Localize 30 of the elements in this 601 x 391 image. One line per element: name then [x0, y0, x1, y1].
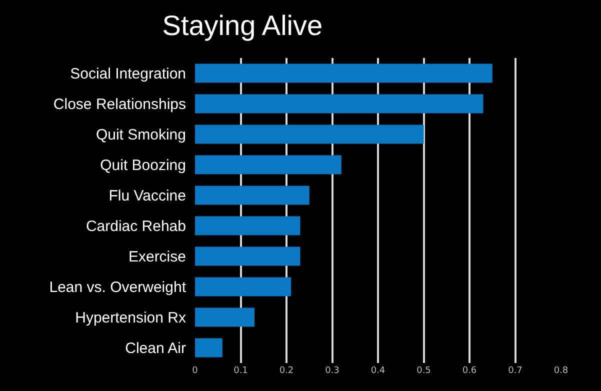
x-tick-label: 0.7 [508, 366, 522, 376]
y-tick-label: Social Integration [70, 66, 186, 82]
bar [195, 308, 254, 327]
y-tick-label: Close Relationships [53, 96, 186, 113]
y-tick-label: Flu Vaccine [108, 188, 186, 204]
bar [195, 186, 310, 205]
y-tick-label: Quit Boozing [100, 157, 186, 174]
x-tick-label: 0.5 [416, 366, 431, 376]
y-tick-label: Cardiac Rehab [86, 218, 186, 235]
chart-title: Staying Alive [162, 10, 323, 42]
x-tick-label: 0.6 [462, 366, 477, 376]
bar [195, 338, 222, 358]
x-tick-label: 0.3 [325, 366, 340, 376]
bar [195, 246, 300, 266]
y-tick-label: Hypertension Rx [75, 310, 186, 326]
bar [195, 94, 484, 114]
x-tick-label: 0.2 [279, 366, 294, 376]
x-tick-label: 0 [192, 366, 198, 376]
x-tick-label: 0.4 [370, 366, 386, 376]
x-tick-label: 0.1 [234, 366, 248, 376]
bar [195, 124, 424, 144]
y-tick-label: Quit Smoking [96, 126, 186, 144]
y-tick-label: Exercise [128, 248, 186, 266]
y-tick-label: Clean Air [125, 340, 186, 357]
x-tick-label: 0.8 [554, 366, 568, 376]
bar [195, 277, 292, 296]
y-tick-label: Lean vs. Overweight [49, 279, 187, 296]
bar [195, 64, 492, 83]
bar [195, 216, 300, 236]
bar [195, 155, 342, 174]
